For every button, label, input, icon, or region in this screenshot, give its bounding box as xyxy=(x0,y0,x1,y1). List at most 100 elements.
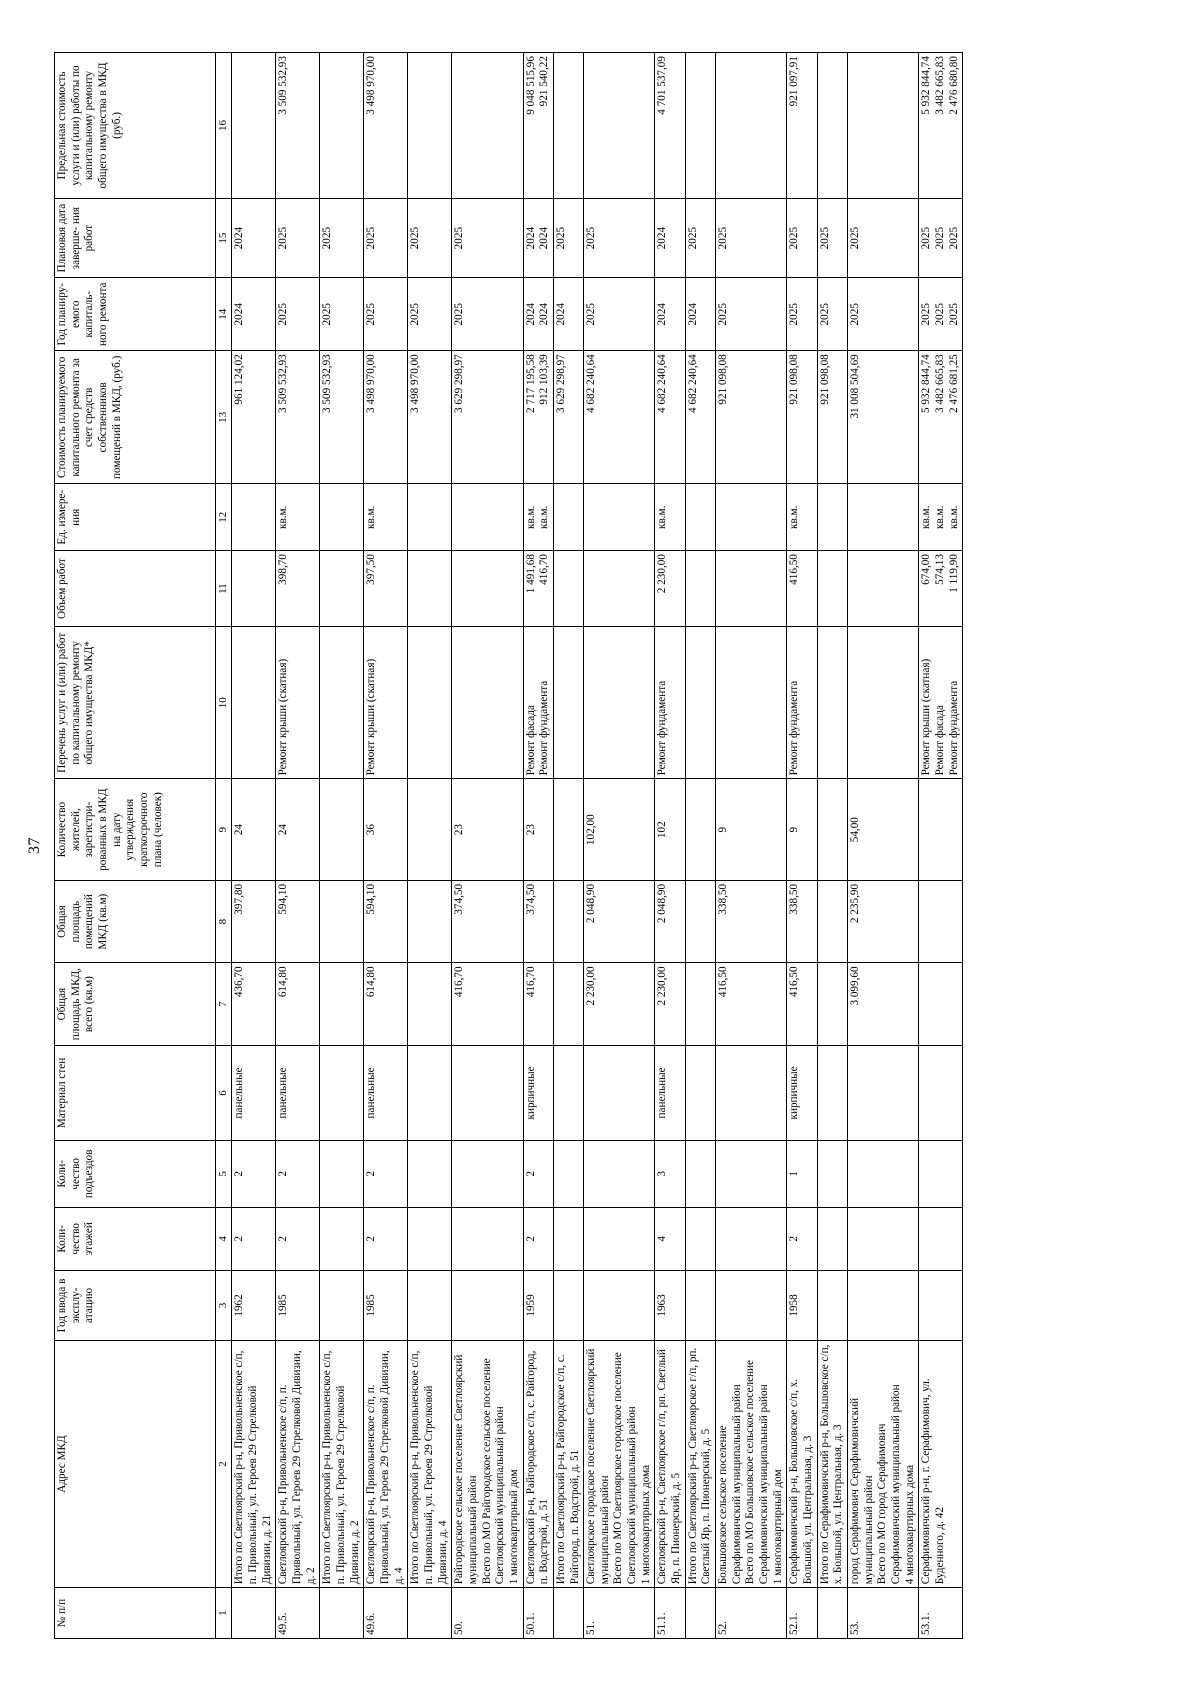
header-cell-entrances: Коли- чество подъездов xyxy=(54,1140,216,1208)
cell-total-area: 416,70 xyxy=(451,962,524,1046)
cell-address: Светлоярский р-н, Райгородское с/п, с. Р… xyxy=(523,1340,554,1588)
cell-works-list xyxy=(231,626,276,779)
cell-address: Итого по Светлоярский р-н, Привольненско… xyxy=(231,1340,276,1588)
cell-unit xyxy=(319,483,364,551)
table-row: 53.1. Серафимовичский р-н, г. Серафимович… xyxy=(918,52,963,1639)
cell-unit xyxy=(715,483,787,551)
cell-work-volume xyxy=(817,550,848,627)
cell-floors xyxy=(553,1207,584,1271)
cell-repair-year: 2025 xyxy=(583,277,655,351)
cell-completion-date: 2025 xyxy=(451,198,524,278)
cell-year-built xyxy=(451,1270,524,1341)
cell-work-volume xyxy=(407,550,452,627)
cell-limit-cost: 5 932 844,74 3 482 665,83 2 476 680,80 xyxy=(918,52,963,199)
table-row: 50.1. Светлоярский р-н, Райгородское с/п,… xyxy=(523,52,554,1639)
cell-unit xyxy=(583,483,655,551)
cell-residents: 36 xyxy=(363,778,408,881)
header-cell-premises-area: Общая площадь помещений МКД (кв.м) xyxy=(54,880,216,963)
cell-premises-area: 397,80 xyxy=(231,880,276,963)
cell-floors: 2 xyxy=(275,1207,320,1271)
cell-floors xyxy=(319,1207,364,1271)
cell-residents: 9 xyxy=(715,778,787,881)
table-row: 50. Райгородское сельское поселение Светл… xyxy=(451,52,524,1639)
header-cell-planned-cost: Стоимость планируемого капитального ремо… xyxy=(54,350,216,484)
cell-no: 52. xyxy=(715,1587,787,1639)
cell-wall-material xyxy=(817,1045,848,1141)
cell-floors: 2 xyxy=(786,1207,818,1271)
cell-planned-cost: 31 008 504,69 xyxy=(847,350,919,484)
cell-residents: 102 xyxy=(654,778,686,881)
cell-planned-cost: 4 682 240,64 xyxy=(654,350,686,484)
cell-premises-area xyxy=(685,880,716,963)
cell-unit xyxy=(553,483,584,551)
header-cell-works-list: Перечень услуг и (или) работ по капиталь… xyxy=(54,626,216,779)
cell-planned-cost: 3 629 298,97 xyxy=(451,350,524,484)
colnum-12: 12 xyxy=(215,483,232,551)
cell-year-built xyxy=(685,1270,716,1341)
cell-no xyxy=(231,1587,276,1639)
cell-premises-area xyxy=(553,880,584,963)
cell-residents xyxy=(407,778,452,881)
cell-no: 52.1. xyxy=(786,1587,818,1639)
cell-floors xyxy=(685,1207,716,1271)
cell-residents xyxy=(319,778,364,881)
cell-premises-area: 2 048,90 xyxy=(654,880,686,963)
table-row: Итого по Светлоярский р-н, Привольненско… xyxy=(231,52,276,1639)
cell-unit xyxy=(847,483,919,551)
colnum-8: 8 xyxy=(215,880,232,963)
cell-total-area: 2 230,00 xyxy=(583,962,655,1046)
cell-address: Итого по Серафимовичский р-н, Большовско… xyxy=(817,1340,848,1588)
cell-year-built xyxy=(918,1270,963,1341)
cell-repair-year: 2025 xyxy=(363,277,408,351)
cell-residents: 23 xyxy=(451,778,524,881)
cell-work-volume: 416,50 xyxy=(786,550,818,627)
colnum-11: 11 xyxy=(215,550,232,627)
cell-no: 51.1. xyxy=(654,1587,686,1639)
cell-work-volume: 1 491,68 416,70 xyxy=(523,550,554,627)
cell-total-area: 2 230,00 xyxy=(654,962,686,1046)
cell-limit-cost xyxy=(715,52,787,199)
cell-repair-year: 2024 xyxy=(654,277,686,351)
cell-planned-cost: 3 498 970,00 xyxy=(363,350,408,484)
cell-total-area: 416,50 xyxy=(715,962,787,1046)
cell-year-built: 1985 xyxy=(275,1270,320,1341)
table-header-row: № п/п Адрес МКД Год ввода в эксплу- атац… xyxy=(54,52,216,1639)
cell-total-area xyxy=(553,962,584,1046)
page-number: 37 xyxy=(26,837,43,854)
cell-repair-year: 2024 xyxy=(553,277,584,351)
colnum-15: 15 xyxy=(215,198,232,278)
cell-residents xyxy=(553,778,584,881)
cell-year-built xyxy=(817,1270,848,1341)
cell-wall-material xyxy=(847,1045,919,1141)
cell-entrances xyxy=(847,1140,919,1208)
cell-no xyxy=(685,1587,716,1639)
cell-completion-date: 2025 xyxy=(817,198,848,278)
cell-address: Светлоярское городское поселение Светлоя… xyxy=(583,1340,655,1588)
cell-address: Райгородское сельское поселение Светлояр… xyxy=(451,1340,524,1588)
cell-floors xyxy=(583,1207,655,1271)
cell-repair-year: 2024 xyxy=(685,277,716,351)
cell-wall-material xyxy=(451,1045,524,1141)
cell-entrances xyxy=(319,1140,364,1208)
cell-wall-material: кирпичные xyxy=(523,1045,554,1141)
header-cell-unit: Ед. измере- ния xyxy=(54,483,216,551)
cell-entrances xyxy=(817,1140,848,1208)
cell-work-volume: 674,00 574,13 1 119,90 xyxy=(918,550,963,627)
colnum-5: 5 xyxy=(215,1140,232,1208)
cell-works-list xyxy=(817,626,848,779)
colnum-9: 9 xyxy=(215,778,232,881)
cell-year-built xyxy=(715,1270,787,1341)
cell-work-volume xyxy=(451,550,524,627)
colnum-2: 2 xyxy=(215,1340,232,1588)
header-cell-completion-date: Плановая дата заверше- ния работ xyxy=(54,198,216,278)
cell-address: Серафимовичский р-н, Большовское с/п, х.… xyxy=(786,1340,818,1588)
cell-repair-year: 2025 xyxy=(847,277,919,351)
table-row: 53. город Серафимович Серафимовичский мун… xyxy=(847,52,919,1639)
cell-premises-area: 338,50 xyxy=(786,880,818,963)
cell-repair-year: 2025 xyxy=(715,277,787,351)
cell-wall-material xyxy=(553,1045,584,1141)
cell-unit: кв.м. xyxy=(654,483,686,551)
cell-floors xyxy=(451,1207,524,1271)
cell-year-built: 1959 xyxy=(523,1270,554,1341)
cell-no xyxy=(553,1587,584,1639)
